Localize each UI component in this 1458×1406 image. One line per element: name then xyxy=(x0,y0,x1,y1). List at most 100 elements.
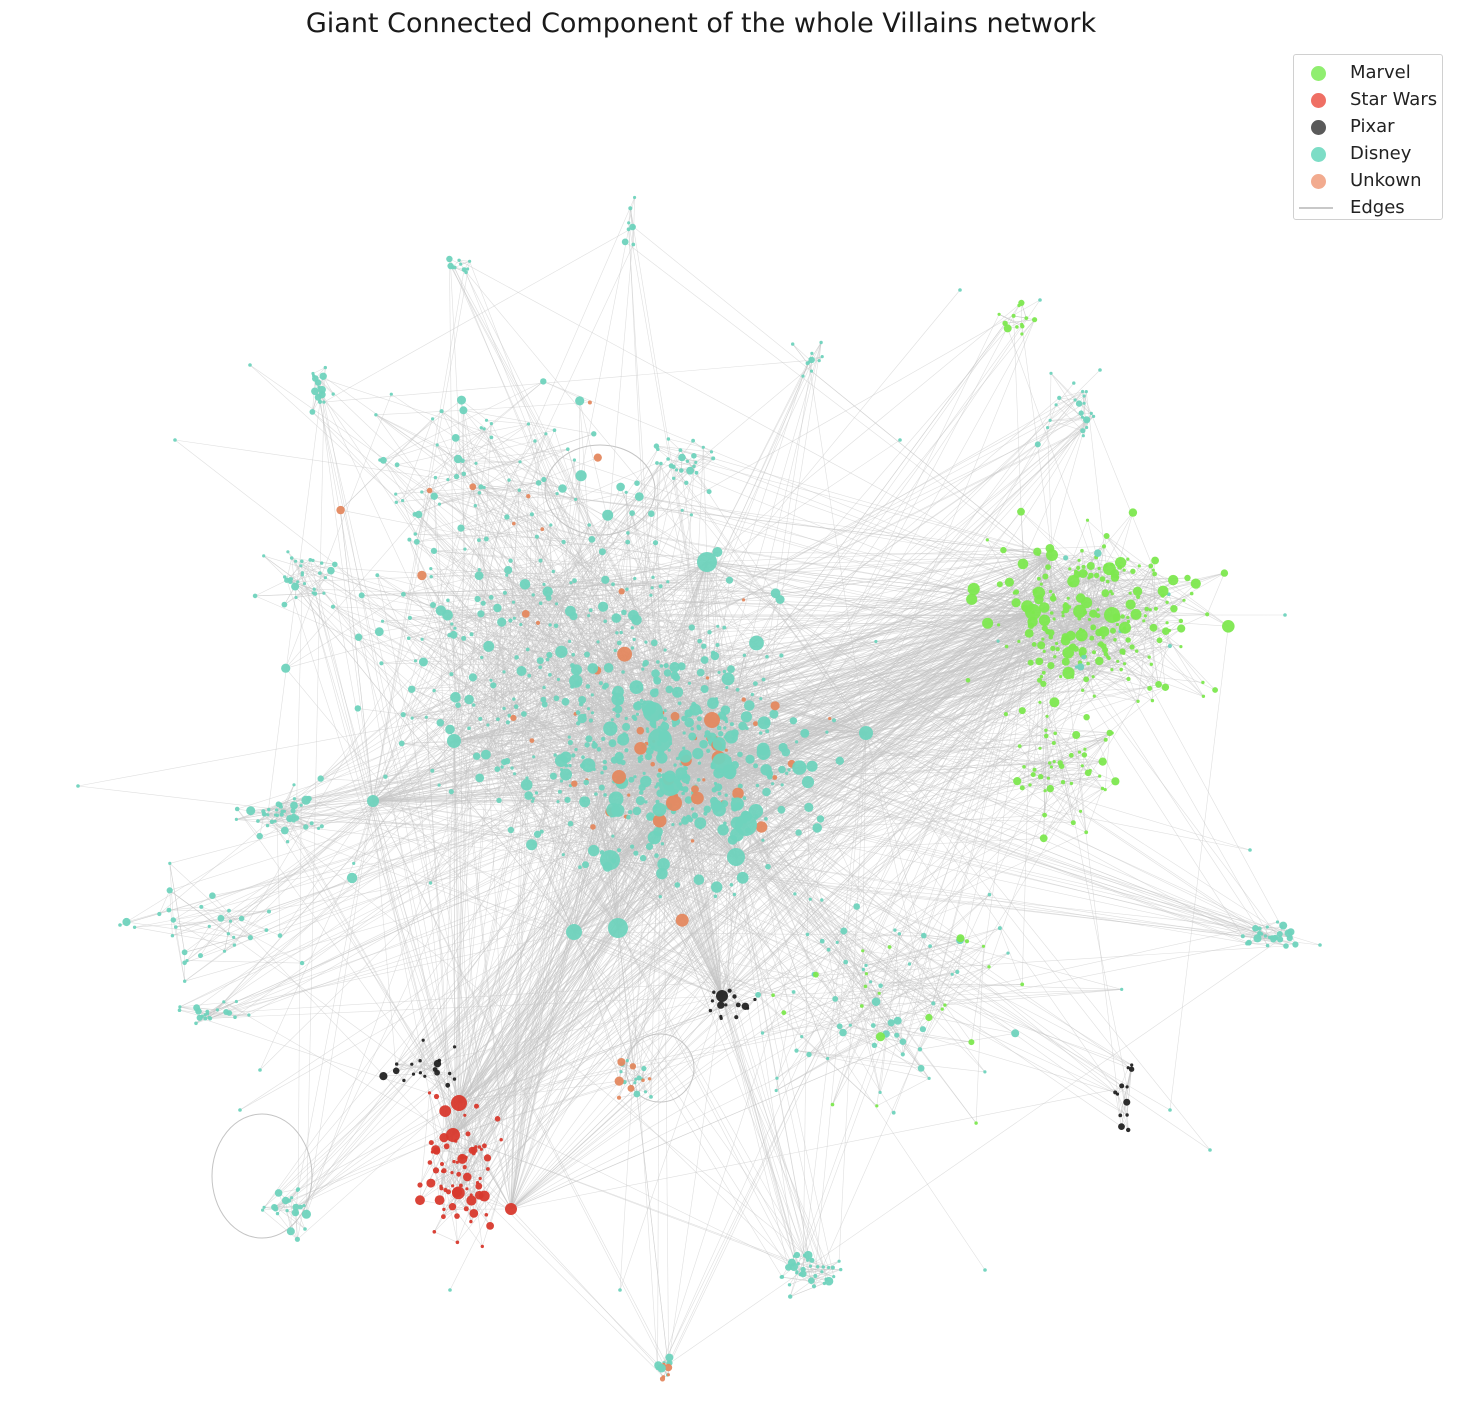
node-disney xyxy=(600,771,604,775)
node-disney xyxy=(621,670,625,674)
edge xyxy=(173,784,671,921)
edge xyxy=(850,973,867,1026)
node-disney xyxy=(587,614,591,618)
edge xyxy=(776,930,845,1079)
node-pixar xyxy=(452,1077,457,1081)
node-marvel xyxy=(859,1004,864,1008)
edge xyxy=(732,614,1113,771)
edge xyxy=(452,702,1055,1136)
edge xyxy=(452,824,674,1136)
edge xyxy=(1106,535,1229,627)
edge xyxy=(301,719,713,964)
node-disney xyxy=(656,660,660,664)
edge xyxy=(865,732,1020,747)
edge xyxy=(453,665,573,742)
edge xyxy=(524,584,986,1271)
edge xyxy=(796,1050,930,1079)
node-disney xyxy=(203,1013,207,1017)
node-disney xyxy=(642,771,646,776)
node-disney xyxy=(500,765,504,769)
node-disney xyxy=(526,422,531,426)
edge xyxy=(372,412,1082,802)
edge xyxy=(463,410,477,464)
node-disney xyxy=(759,697,763,701)
self-loop-edge xyxy=(625,1033,695,1103)
node-disney xyxy=(479,426,483,430)
node-disney xyxy=(432,688,436,693)
node-marvel xyxy=(1017,639,1021,644)
edge xyxy=(134,927,235,946)
edge xyxy=(455,423,529,439)
node-disney xyxy=(795,740,799,744)
edge xyxy=(491,437,723,997)
edge xyxy=(880,971,958,986)
node-disney xyxy=(420,637,424,641)
edge xyxy=(573,931,924,936)
node-disney xyxy=(168,861,172,866)
edge xyxy=(862,950,990,968)
node-disney xyxy=(513,772,517,776)
node-disney xyxy=(663,648,667,652)
edge xyxy=(620,486,713,721)
edge xyxy=(835,935,924,1000)
edge xyxy=(633,197,635,228)
node-disney xyxy=(983,1070,987,1074)
node-disney xyxy=(666,457,670,461)
edge xyxy=(1138,572,1225,598)
edge xyxy=(807,906,857,935)
edge xyxy=(382,620,616,651)
node-disney xyxy=(691,438,695,443)
node-disney xyxy=(806,1258,810,1262)
node-pixar xyxy=(1130,1063,1134,1067)
edge xyxy=(340,509,487,540)
node-marvel xyxy=(1028,783,1032,787)
node-disney xyxy=(568,763,572,768)
edge xyxy=(1206,572,1225,615)
node-star-wars xyxy=(465,1187,469,1191)
node-marvel xyxy=(1042,649,1046,654)
node-disney xyxy=(696,778,701,782)
node-marvel xyxy=(1049,611,1054,615)
node-disney xyxy=(690,807,695,811)
node-marvel xyxy=(1165,600,1169,604)
edge xyxy=(312,560,326,578)
node-marvel xyxy=(1059,675,1063,679)
node-disney xyxy=(869,980,873,984)
node-disney xyxy=(625,587,629,591)
node-disney xyxy=(265,823,270,828)
edge xyxy=(453,427,1087,742)
edge xyxy=(375,414,435,497)
node-disney xyxy=(581,755,585,760)
node-disney xyxy=(290,1196,294,1200)
edge xyxy=(453,652,1095,742)
edge xyxy=(296,574,303,819)
edge xyxy=(402,418,433,501)
edge xyxy=(263,555,314,594)
node-pixar xyxy=(421,1038,425,1042)
edge xyxy=(472,486,730,581)
edge xyxy=(291,578,316,594)
node-disney xyxy=(610,718,614,722)
edge xyxy=(796,1254,833,1268)
edge xyxy=(706,302,1022,563)
node-disney xyxy=(538,665,543,670)
edge xyxy=(377,575,416,661)
node-disney xyxy=(638,759,642,763)
edge xyxy=(573,931,774,996)
node-disney xyxy=(826,947,831,952)
node-disney xyxy=(1085,425,1089,430)
edge xyxy=(462,460,521,463)
node-marvel xyxy=(1041,637,1045,641)
node-disney xyxy=(628,206,633,211)
node-marvel xyxy=(1044,728,1048,732)
node-disney xyxy=(510,766,514,770)
edge xyxy=(1047,403,1085,428)
node-disney xyxy=(428,881,433,885)
edge xyxy=(740,554,1053,787)
node-unknown xyxy=(724,748,728,752)
edge xyxy=(409,539,655,644)
edge xyxy=(372,477,436,802)
edge xyxy=(670,449,681,467)
edge xyxy=(402,381,544,501)
edge xyxy=(510,551,603,1210)
